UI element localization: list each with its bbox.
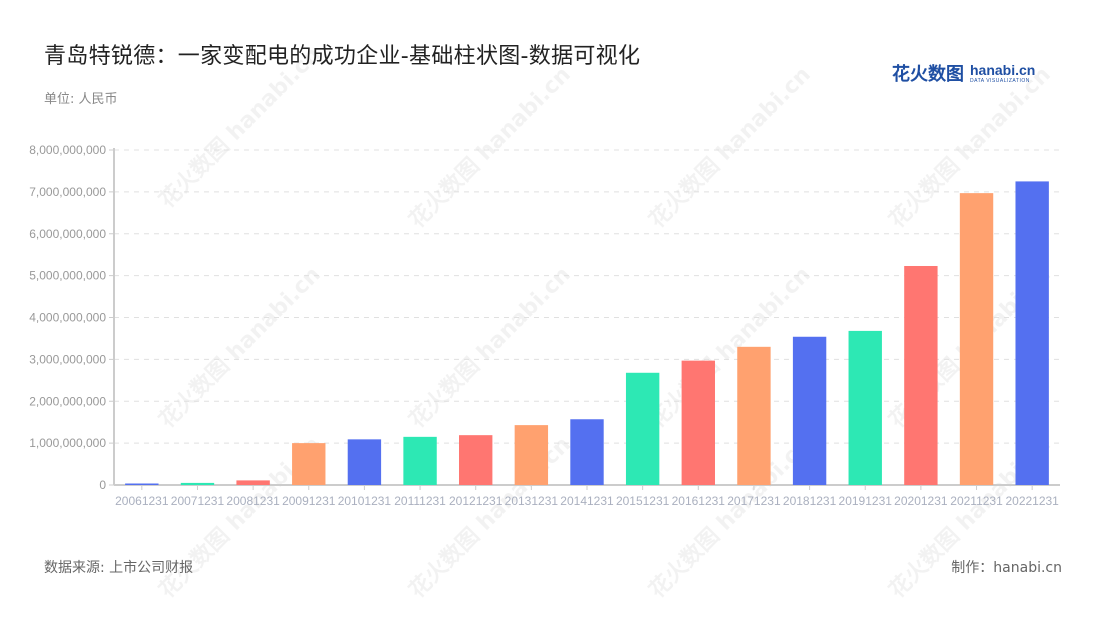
bar-20151231 bbox=[625, 372, 660, 485]
logo-en-subtext: DATA VISUALIZATION bbox=[970, 77, 1030, 84]
bar-20191231 bbox=[848, 330, 882, 485]
x-tick-label: 20181231 bbox=[783, 494, 837, 508]
y-tick-label: 5,000,000,000 bbox=[29, 269, 106, 283]
x-tick-label: 20171231 bbox=[727, 494, 781, 508]
logo-en-block: hanabi.cn DATA VISUALIZATION bbox=[970, 63, 1035, 84]
bar-20081231 bbox=[236, 480, 270, 485]
x-tick-label: 20111231 bbox=[394, 494, 446, 508]
x-tick-label: 20201231 bbox=[894, 494, 948, 508]
logo-en-text: hanabi.cn bbox=[970, 61, 1036, 78]
logo-cn-text: 花火数图 bbox=[892, 64, 964, 85]
x-tick-label: 20151231 bbox=[616, 494, 670, 508]
x-tick-label: 20071231 bbox=[171, 494, 225, 508]
y-tick-label: 7,000,000,000 bbox=[29, 185, 106, 199]
x-tick-label: 20131231 bbox=[505, 494, 559, 508]
bar-20101231 bbox=[347, 439, 382, 485]
data-source: 数据来源: 上市公司财报 bbox=[44, 560, 194, 576]
hanabi-logo: 花火数图 hanabi.cn DATA VISUALIZATION bbox=[892, 60, 1035, 86]
unit-label: 单位: 人民币 bbox=[44, 92, 118, 107]
x-tick-label: 20221231 bbox=[1005, 494, 1059, 508]
bar-20141231 bbox=[570, 419, 604, 485]
y-tick-label: 4,000,000,000 bbox=[29, 311, 106, 325]
y-tick-label: 1,000,000,000 bbox=[29, 436, 106, 450]
chart-title: 青岛特锐德：一家变配电的成功企业-基础柱状图-数据可视化 bbox=[44, 44, 641, 69]
bar-20201231 bbox=[904, 265, 938, 485]
bar-20131231 bbox=[514, 425, 549, 485]
bar-20071231 bbox=[180, 482, 215, 485]
x-tick-label: 20161231 bbox=[672, 494, 726, 508]
x-tick-label: 20081231 bbox=[226, 494, 280, 508]
bar-20091231 bbox=[292, 443, 326, 485]
x-tick-label: 20121231 bbox=[449, 494, 503, 508]
bar-20161231 bbox=[681, 360, 715, 485]
x-tick-label: 20191231 bbox=[839, 494, 893, 508]
x-tick-label: 20061231 bbox=[115, 494, 169, 508]
bar-20181231 bbox=[792, 336, 827, 485]
x-tick-label: 20211231 bbox=[950, 494, 1003, 508]
y-tick-label: 3,000,000,000 bbox=[29, 352, 106, 366]
bar-20061231 bbox=[125, 483, 159, 485]
bar-20211231 bbox=[959, 193, 994, 485]
bar-20221231 bbox=[1015, 181, 1049, 485]
credit: 制作：hanabi.cn bbox=[951, 560, 1062, 576]
x-tick-label: 20141231 bbox=[560, 494, 614, 508]
y-tick-label: 8,000,000,000 bbox=[29, 143, 106, 157]
x-tick-label: 20091231 bbox=[282, 494, 336, 508]
bar-20121231 bbox=[459, 435, 493, 485]
bar-20171231 bbox=[737, 346, 771, 485]
y-tick-label: 2,000,000,000 bbox=[29, 394, 106, 408]
y-tick-label: 0 bbox=[99, 478, 106, 492]
y-tick-label: 6,000,000,000 bbox=[29, 227, 106, 241]
x-tick-label: 20101231 bbox=[338, 494, 392, 508]
bar-20111231 bbox=[403, 436, 437, 485]
